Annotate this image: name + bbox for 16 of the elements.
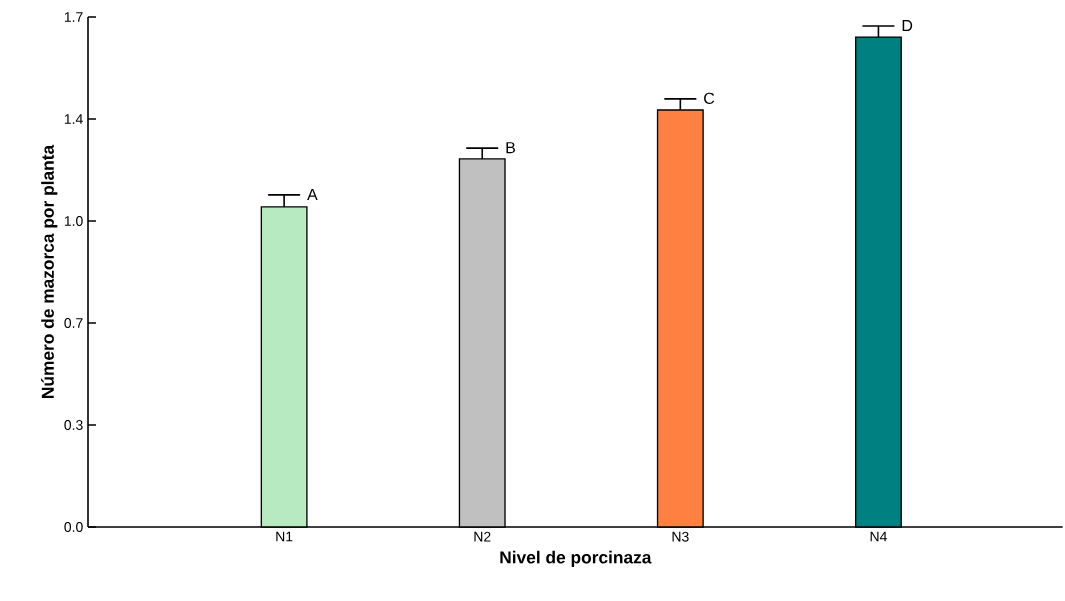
x-tick-label: N4 [870, 531, 887, 542]
x-tick-label: N2 [474, 531, 491, 542]
y-tick-label: 1.4 [64, 114, 83, 124]
x-tick-label: N3 [672, 531, 689, 542]
y-tick-label: 0.0 [64, 522, 83, 532]
annotation: C [704, 92, 715, 104]
x-tick-label: N1 [276, 531, 293, 542]
y-tick-label: 1.7 [64, 12, 83, 22]
annotation: D [902, 20, 913, 32]
y-tick-label: 0.3 [64, 420, 83, 430]
x-axis-title: Nivel de porcinaza [500, 550, 652, 567]
y-axis-title: Número de mazorca por planta [41, 144, 58, 398]
annotation: A [307, 188, 318, 200]
y-tick-label: 0.7 [64, 318, 83, 328]
y-tick-label: 1.0 [64, 216, 83, 226]
annotation: B [506, 142, 515, 154]
